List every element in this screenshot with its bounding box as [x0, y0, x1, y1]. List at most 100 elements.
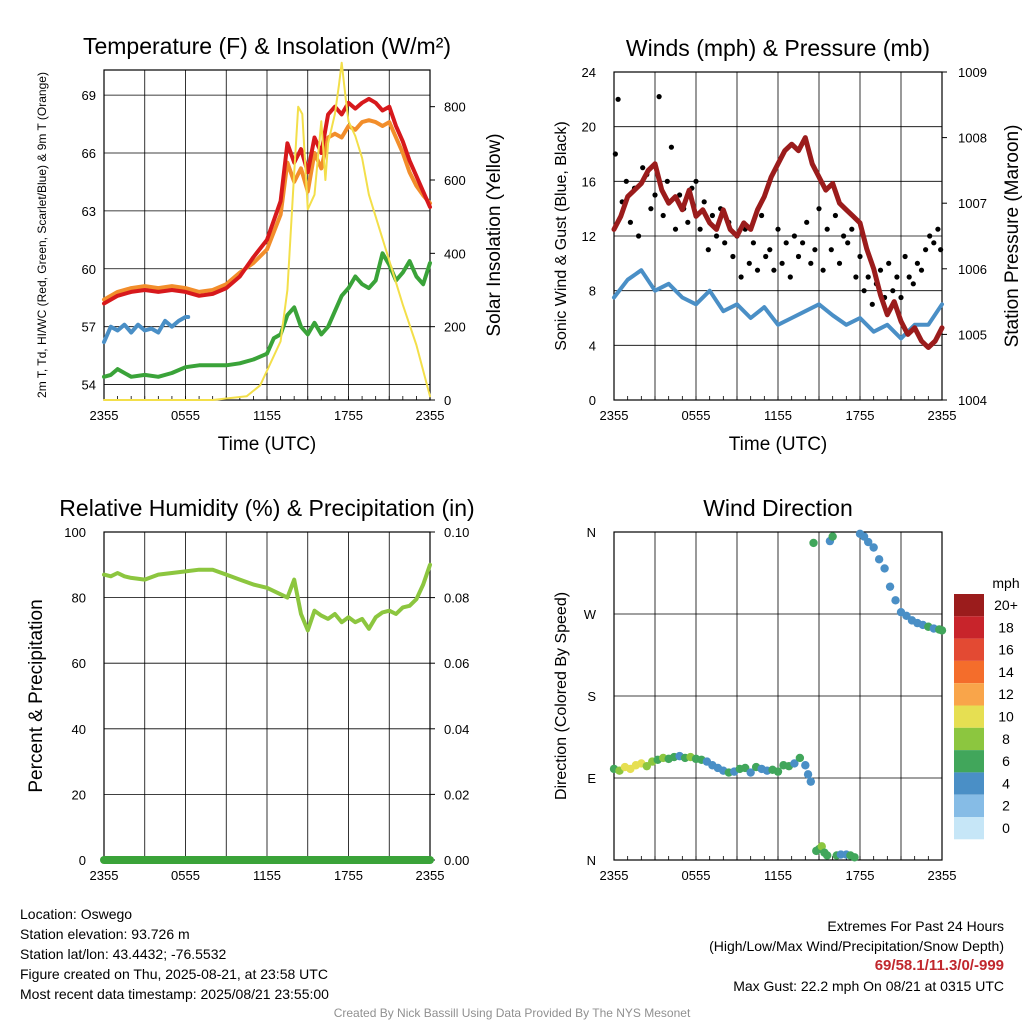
y-axis-label: Percent & Precipitation: [26, 599, 47, 792]
gust-point: [869, 301, 875, 307]
direction-point: [795, 753, 805, 763]
sonic-wind-line: [612, 268, 944, 341]
gust-point: [853, 274, 859, 280]
legend-swatch: [954, 683, 984, 706]
legend-swatch: [954, 616, 984, 639]
legend-swatch: [954, 794, 984, 817]
direction-point: [801, 761, 810, 770]
y2-tick-label: 0.00: [444, 853, 469, 868]
legend-label: 14: [998, 664, 1014, 680]
x-tick-label: 2355: [416, 868, 445, 883]
y2-tick-label: 200: [444, 320, 466, 335]
gust-point: [804, 219, 810, 225]
x-tick-label: 1155: [764, 408, 792, 423]
direction-point: [880, 564, 889, 573]
gust-point: [623, 178, 629, 184]
gust-point: [771, 267, 777, 273]
y-tick-label: 4: [589, 338, 596, 353]
gust-point: [836, 260, 843, 266]
gust-point: [902, 253, 908, 260]
gust-point: [849, 226, 855, 232]
gust-point: [705, 247, 711, 253]
gust-point: [877, 267, 884, 273]
dir-panel: 2355 0555 1155 1755 2355 Wind Direction N E S W N D…: [553, 495, 1020, 883]
x-axis-label: Time (UTC): [218, 434, 317, 455]
y-tick-label: 8: [589, 284, 596, 299]
legend-label: 16: [998, 642, 1014, 658]
gust-point: [750, 240, 757, 246]
gust-point: [938, 247, 944, 253]
gust-point: [652, 192, 658, 198]
x-tick-label: 1155: [253, 868, 281, 883]
y-tick-label: 12: [582, 229, 596, 244]
direction-point: [937, 626, 947, 635]
chart-title: Relative Humidity (%) & Precipitation (i…: [59, 495, 474, 521]
x-tick-label: 2355: [600, 868, 629, 883]
extremes-values: 69/58.1/11.3/0/-999: [874, 957, 1004, 974]
series-line-td: [102, 251, 432, 379]
legend-swatch: [954, 750, 984, 773]
x-tick-label: 0555: [682, 868, 711, 883]
chart-title: Wind Direction: [703, 495, 853, 521]
gust-point: [746, 260, 752, 266]
gust-point: [841, 233, 847, 239]
y2-axis-label: Station Pressure (Maroon): [1002, 125, 1023, 348]
gust-point: [812, 247, 818, 253]
y2-tick-label: 0.08: [444, 591, 469, 606]
rh-line: [102, 562, 432, 633]
rh-panel: 2355 0555 1155 1755 2355 Relative Humidity (%…: [26, 495, 475, 883]
gust-point: [816, 206, 822, 212]
legend-label: 4: [1002, 775, 1010, 791]
recent-label: Most recent data timestamp: 2025/08/21 2…: [20, 986, 329, 1002]
x-tick-label: 1755: [334, 868, 363, 883]
y-tick-label: 63: [82, 204, 96, 219]
gust-point: [927, 233, 933, 239]
gust-point: [668, 144, 675, 150]
gust-point: [701, 199, 707, 205]
x-tick-label: 1155: [764, 868, 792, 883]
y-tick-label: W: [584, 607, 597, 622]
y2-tick-label: 0.02: [444, 787, 469, 802]
gust-point: [693, 178, 699, 184]
gust-point: [795, 253, 802, 260]
series-line-solar-insolation: [103, 61, 431, 401]
y-tick-label: 20: [582, 120, 596, 135]
direction-point: [806, 777, 815, 786]
y-tick-label: 20: [72, 787, 86, 802]
series-line-9m-t: [102, 118, 432, 302]
y-tick-label: 60: [82, 262, 96, 277]
gust-point: [709, 212, 716, 219]
gust-point: [648, 206, 654, 212]
credit-label: Created By Nick Bassill Using Data Provi…: [333, 1006, 691, 1020]
gust-point: [898, 294, 904, 301]
direction-point: [891, 596, 900, 605]
y2-tick-label: 600: [444, 173, 466, 188]
legend-swatch: [954, 638, 984, 661]
y-tick-label: 66: [82, 146, 96, 161]
gust-point: [923, 247, 929, 253]
plot-frame: [103, 69, 431, 401]
gust-point: [791, 233, 798, 239]
gust-point: [935, 226, 941, 232]
gust-point: [783, 240, 789, 246]
gust-point: [779, 260, 785, 266]
legend-swatch: [954, 817, 984, 840]
y2-tick-label: 1006: [958, 262, 987, 277]
x-tick-label: 1155: [253, 408, 281, 423]
x-tick-label: 2355: [928, 868, 957, 883]
extremes-box: Extremes For Past 24 Hours (High/Low/Max…: [709, 916, 1004, 996]
gust-point: [918, 267, 925, 273]
gust-point: [612, 151, 618, 157]
y-tick-label: S: [587, 689, 596, 704]
gust-point: [861, 288, 867, 294]
gust-point: [828, 247, 834, 253]
gust-point: [820, 267, 826, 273]
direction-point: [828, 532, 837, 541]
y-axis-label: Sonic Wind & Gust (Blue, Black): [553, 121, 570, 350]
y-tick-label: 69: [82, 88, 96, 103]
y-axis-label: Direction (Colored By Speed): [553, 592, 570, 800]
y2-tick-label: 0.10: [444, 525, 469, 540]
y-tick-label: 0: [79, 853, 86, 868]
direction-point: [850, 853, 859, 862]
